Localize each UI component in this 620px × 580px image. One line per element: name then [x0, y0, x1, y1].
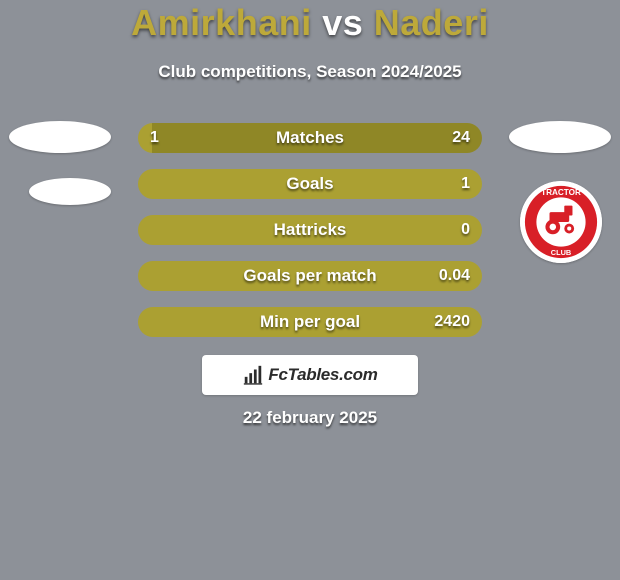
stat-value-right: 0.04 — [439, 267, 470, 285]
stat-label: Matches — [276, 128, 344, 148]
player-b-club-badge: TRACTOR CLUB — [520, 181, 602, 263]
source-logo: FcTables.com — [202, 355, 418, 395]
stats-bars: Matches 1 24 Goals 1 Hattricks 0 Goals per matc… — [138, 123, 482, 353]
stat-bar: Min per goal 2420 — [138, 307, 482, 337]
player-a-avatar-placeholder — [9, 121, 111, 153]
stat-bar: Goals 1 — [138, 169, 482, 199]
player-a-club-placeholder — [29, 178, 111, 205]
source-logo-text: FcTables.com — [268, 365, 377, 385]
stat-label: Min per goal — [260, 312, 360, 332]
svg-text:CLUB: CLUB — [551, 248, 571, 257]
stat-label: Goals — [286, 174, 333, 194]
title-vs: vs — [322, 2, 363, 43]
subtitle: Club competitions, Season 2024/2025 — [158, 62, 461, 82]
stat-value-right: 2420 — [434, 313, 470, 331]
date-label: 22 february 2025 — [243, 408, 377, 428]
stat-bar: Goals per match 0.04 — [138, 261, 482, 291]
comparison-card: Amirkhani vs Naderi Club competitions, S… — [0, 0, 620, 580]
stat-value-left: 1 — [150, 129, 159, 147]
svg-text:TRACTOR: TRACTOR — [541, 188, 581, 197]
tractor-club-icon: TRACTOR CLUB — [520, 181, 602, 263]
stat-value-right: 24 — [452, 129, 470, 147]
stat-label: Hattricks — [274, 220, 347, 240]
stat-bar: Matches 1 24 — [138, 123, 482, 153]
stat-value-right: 0 — [461, 221, 470, 239]
bar-chart-icon — [242, 364, 264, 386]
page-title: Amirkhani vs Naderi — [131, 2, 489, 44]
player-b-name: Naderi — [374, 2, 489, 43]
stat-label: Goals per match — [243, 266, 376, 286]
stat-bar: Hattricks 0 — [138, 215, 482, 245]
player-a-name: Amirkhani — [131, 2, 312, 43]
player-b-avatar-placeholder — [509, 121, 611, 153]
stat-value-right: 1 — [461, 175, 470, 193]
